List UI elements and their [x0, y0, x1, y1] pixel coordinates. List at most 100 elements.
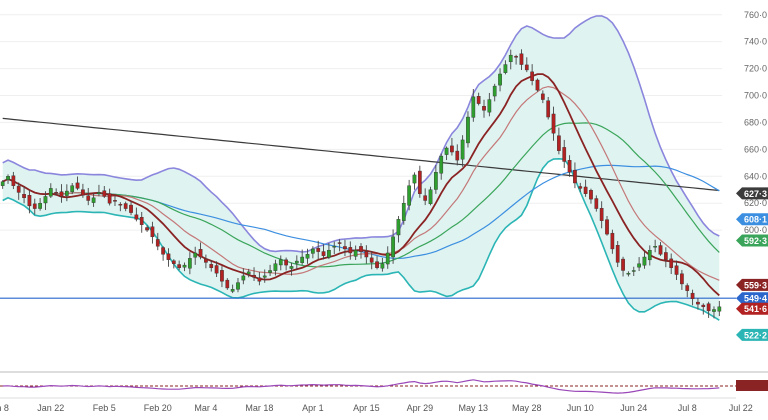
- price-tag-label: 541·6: [744, 304, 767, 314]
- candle-body: [428, 189, 433, 205]
- candle-body: [294, 260, 299, 264]
- candle-body: [680, 273, 684, 285]
- candle-body: [476, 96, 481, 104]
- candle-body: [706, 303, 711, 312]
- price-tag-box: [736, 302, 768, 315]
- x-tick-label: May 28: [512, 403, 542, 413]
- price-tag-box: [736, 292, 768, 305]
- candle-body: [161, 247, 165, 255]
- bollinger-fill: [2, 15, 720, 321]
- candle-body: [487, 99, 492, 113]
- candle-body: [503, 64, 508, 73]
- candle-body: [642, 256, 647, 266]
- candle-body: [327, 250, 331, 258]
- x-tick-label: Jan 22: [37, 403, 64, 413]
- candle-body: [663, 252, 668, 260]
- candle-body: [32, 203, 37, 209]
- candle-body: [391, 236, 395, 258]
- candle-body: [524, 64, 529, 71]
- candle-body: [118, 203, 123, 206]
- y-tick-label: 680·0: [744, 117, 767, 127]
- candle-body: [530, 71, 534, 81]
- candle-body: [113, 200, 117, 202]
- candle-body: [621, 258, 625, 271]
- candle-body: [278, 259, 283, 266]
- candle-body: [123, 203, 128, 209]
- candle-body: [439, 155, 444, 174]
- candle-body: [455, 150, 460, 161]
- candle-body: [209, 264, 214, 268]
- candle-body: [166, 253, 171, 260]
- candle-body: [482, 106, 486, 111]
- candle-body: [353, 250, 358, 257]
- price-tag-box: [736, 278, 768, 291]
- y-tick-label: 600·0: [744, 225, 767, 235]
- candle-body: [540, 93, 545, 100]
- osc-tag-box: [736, 380, 768, 391]
- bollinger-lower-line: [2, 157, 720, 321]
- candle-body: [311, 248, 315, 254]
- candle-body: [546, 100, 551, 118]
- candle-body: [54, 192, 59, 194]
- candle-body: [150, 226, 155, 238]
- candle-body: [38, 202, 42, 209]
- candle-body: [562, 147, 567, 162]
- candle-body: [637, 263, 641, 268]
- candle-body: [198, 249, 203, 258]
- x-tick-label: Jun 24: [620, 403, 647, 413]
- candle-body: [246, 271, 251, 275]
- ma-green-line: [2, 122, 720, 268]
- candle-body: [514, 56, 518, 58]
- bollinger-upper-line: [2, 15, 720, 253]
- price-tag-box: [736, 234, 768, 247]
- candle-body: [450, 145, 454, 153]
- candle-body: [177, 264, 182, 268]
- candle-body: [11, 175, 16, 186]
- candle-body: [188, 258, 192, 269]
- candle-body: [375, 261, 379, 268]
- candle-body: [605, 219, 609, 235]
- y-tick-label: 640·0: [744, 171, 767, 181]
- candle-body: [134, 214, 139, 220]
- candle-body: [171, 260, 176, 264]
- candle-body: [417, 170, 422, 194]
- candle-body: [412, 174, 417, 184]
- candle-body: [204, 258, 208, 263]
- oscillator-panel: [0, 371, 768, 394]
- candle-body: [407, 185, 411, 206]
- candle-body: [380, 263, 385, 269]
- candle-body: [193, 252, 198, 258]
- y-tick-label: 740·0: [744, 37, 767, 47]
- candle-body: [284, 259, 288, 266]
- y-tick-label: 660·0: [744, 144, 767, 154]
- candle-body: [22, 194, 26, 199]
- candle-body: [305, 254, 310, 259]
- candle-body: [230, 289, 235, 292]
- candle-body: [75, 182, 80, 189]
- candle-body: [696, 301, 700, 305]
- candle-body: [685, 285, 690, 291]
- candle-body: [557, 135, 561, 151]
- candle-body: [594, 198, 599, 209]
- price-tag-label: 627·3: [744, 189, 767, 199]
- candle-body: [348, 247, 353, 254]
- candle-body: [252, 274, 256, 278]
- candle-body: [48, 188, 53, 197]
- candle-body: [460, 139, 465, 160]
- candle-body: [236, 282, 240, 290]
- y-tick-label: 620·0: [744, 198, 767, 208]
- candle-body: [316, 247, 321, 252]
- candle-body: [498, 73, 502, 86]
- candle-body: [70, 185, 75, 193]
- x-tick-label: Feb 20: [144, 403, 172, 413]
- candle-body: [145, 227, 149, 231]
- x-tick-label: Jun 10: [567, 403, 594, 413]
- candle-body: [551, 113, 556, 134]
- candle-body: [139, 216, 144, 225]
- candle-body: [578, 186, 583, 189]
- bollinger-band: [2, 15, 720, 321]
- candle-body: [241, 275, 246, 281]
- candle-body: [471, 96, 476, 118]
